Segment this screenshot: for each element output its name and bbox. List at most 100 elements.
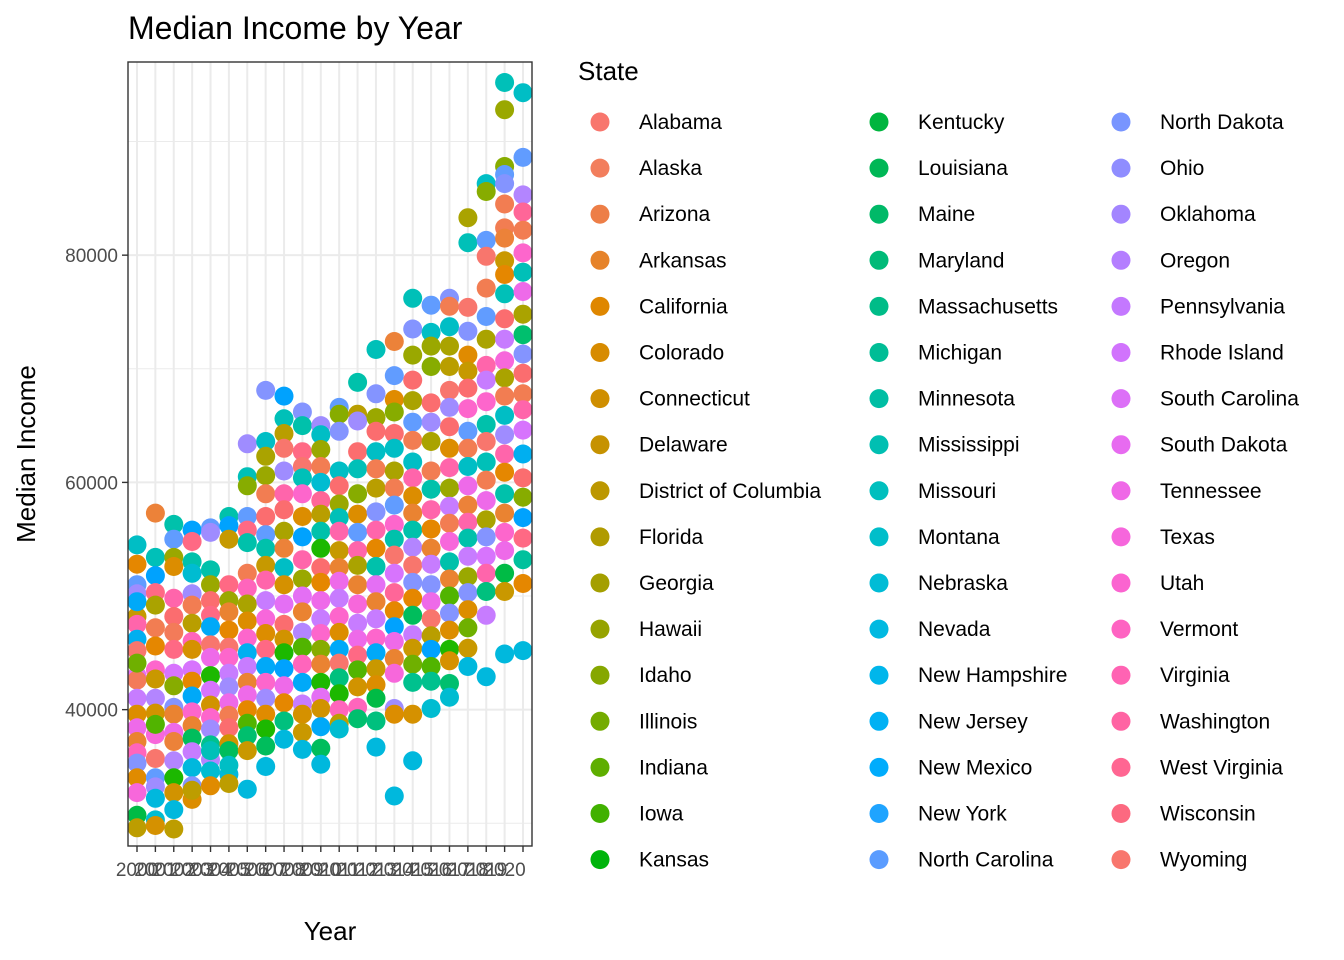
data-point [476,182,496,201]
x-tick-label: 2013 [355,860,397,881]
legend-item: Michigan [869,342,1002,365]
data-point [403,486,423,506]
data-point [311,425,331,445]
data-point [237,685,257,705]
data-point [329,494,349,514]
data-point [311,572,331,592]
data-point [329,521,349,541]
data-point [476,230,496,250]
x-tick-label: 2003 [171,860,213,881]
legend-label: Washington [1160,710,1270,733]
data-point [495,462,515,482]
legend-label: Massachusetts [918,295,1058,318]
legend-item: Florida [590,526,704,549]
data-point [458,345,478,365]
legend-key [869,112,889,132]
legend-item: Georgia [590,572,714,595]
data-point [182,563,202,583]
x-tick-label: 2015 [392,860,434,881]
legend-key [590,389,610,409]
legend-label: Virginia [1160,664,1230,687]
data-point [256,507,276,526]
legend-label: Arizona [639,203,711,226]
legend-item: Vermont [1111,618,1238,641]
data-point [513,325,533,345]
data-point [201,761,220,781]
data-point [366,659,386,679]
data-point [182,686,202,706]
data-point [219,516,239,536]
legend-item: New Jersey [869,710,1028,733]
data-point [164,819,184,839]
data-point [458,476,478,496]
data-point [366,643,386,663]
data-point [495,228,515,248]
data-point [476,452,496,472]
data-point [458,638,478,658]
data-point [458,512,478,532]
data-point [495,522,515,542]
data-point [127,592,147,612]
legend-label: Connecticut [639,388,750,411]
data-point [440,651,459,671]
data-point [440,513,459,533]
legend-item: New Mexico [869,756,1032,779]
legend-label: Kansas [639,849,709,872]
legend-key [1111,619,1131,639]
data-point [274,409,294,429]
data-point [182,595,202,615]
data-point [513,363,533,383]
data-point [127,614,147,634]
data-point [311,717,331,737]
data-point [219,602,239,622]
data-point [440,417,459,437]
legend-label: Utah [1160,572,1204,595]
data-point [421,592,441,612]
legend-key [869,527,889,547]
data-point [292,704,312,724]
legend-label: Louisiana [918,157,1008,180]
data-point [495,100,515,120]
legend-key [869,343,889,362]
data-point [384,786,404,806]
data-point [256,555,276,575]
data-point [201,680,220,700]
legend-item: Indiana [590,756,708,779]
data-point [329,653,349,673]
x-tick-label: 2009 [281,860,323,881]
data-point [403,588,423,608]
data-point [384,529,404,549]
legend-label: Nevada [918,618,991,641]
legend-key [1111,296,1131,316]
legend-key [1111,204,1131,224]
data-point [421,538,441,558]
data-point [366,408,386,428]
legend-key [869,665,889,685]
legend-item: South Carolina [1111,388,1299,411]
data-point [145,547,165,567]
data-point [495,368,515,388]
data-point [164,704,184,724]
data-point [219,718,239,738]
legend-label: Missouri [918,480,996,503]
data-point [256,757,276,776]
data-point [329,508,349,528]
data-point [476,470,496,490]
data-point [366,520,386,540]
y-tick-label: 60000 [65,473,118,494]
data-point [513,574,533,593]
plot-panel [127,61,533,847]
legend-key [590,481,610,501]
data-point [292,527,312,547]
legend-label: Kentucky [918,111,1005,134]
data-point [440,438,459,458]
data-point [421,671,441,691]
data-point [384,478,404,498]
chart-title: Median Income by Year [128,10,463,46]
legend-key [590,296,610,316]
legend-item: Maine [869,203,975,226]
data-point [329,607,349,626]
data-point [145,688,165,708]
legend-item: West Virginia [1111,756,1283,779]
data-point [329,558,349,578]
